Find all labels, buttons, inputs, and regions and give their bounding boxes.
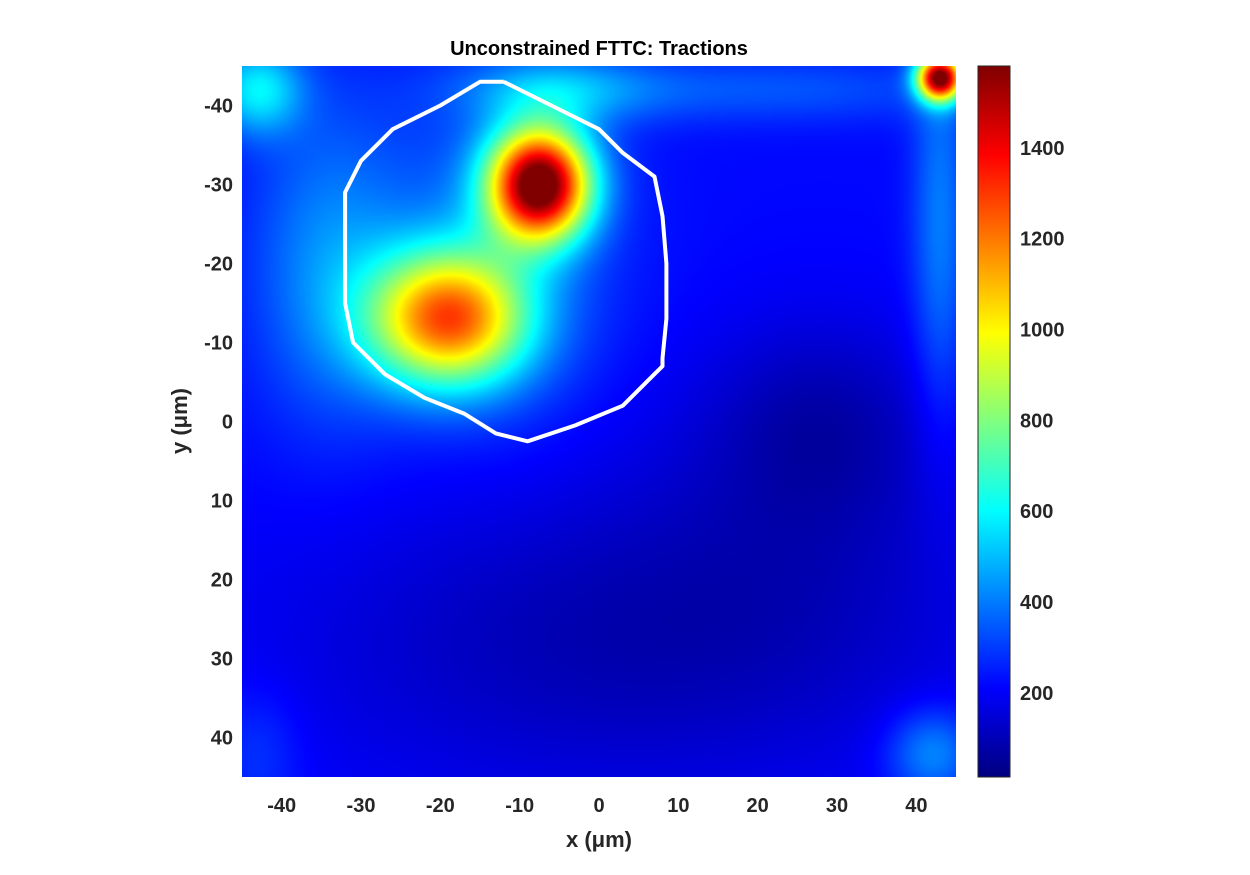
y-tick-label: 40 bbox=[211, 728, 233, 750]
x-tick-label: 20 bbox=[747, 795, 769, 817]
colorbar-tick-label: 1400 bbox=[1020, 138, 1065, 160]
colorbar-tick-label: 1200 bbox=[1020, 229, 1065, 251]
y-tick-label: -20 bbox=[204, 254, 233, 276]
y-axis-label: y (μm) bbox=[167, 388, 192, 454]
y-tick-label: -30 bbox=[204, 175, 233, 197]
x-tick-label: -30 bbox=[347, 795, 376, 817]
colorbar-tick-label: 800 bbox=[1020, 410, 1053, 432]
colorbar-tick-label: 600 bbox=[1020, 501, 1053, 523]
x-axis-label: x (μm) bbox=[566, 827, 632, 852]
colorbar-tick-label: 200 bbox=[1020, 683, 1053, 705]
y-tick-label: 10 bbox=[211, 491, 233, 513]
colorbar-gradient bbox=[978, 66, 1010, 777]
x-tick-label: 30 bbox=[826, 795, 848, 817]
y-tick-label: 0 bbox=[222, 412, 233, 434]
traction-heatmap bbox=[242, 66, 956, 777]
y-tick-label: -40 bbox=[204, 96, 233, 118]
x-tick-label: 40 bbox=[905, 795, 927, 817]
colorbar: 200 400 600 800 1000 1200 1400 bbox=[977, 65, 1065, 778]
x-tick-label: -40 bbox=[267, 795, 296, 817]
colorbar-frame bbox=[977, 65, 1011, 778]
x-tick-label: 0 bbox=[593, 795, 604, 817]
colorbar-ticks: 200 400 600 800 1000 1200 1400 bbox=[1020, 138, 1065, 705]
x-axis-ticks: -40 -30 -20 -10 0 10 20 30 40 bbox=[267, 795, 927, 817]
y-tick-label: -10 bbox=[204, 333, 233, 355]
chart-title: Unconstrained FTTC: Tractions bbox=[450, 38, 748, 60]
x-tick-label: -20 bbox=[426, 795, 455, 817]
x-tick-label: 10 bbox=[667, 795, 689, 817]
heatmap-container bbox=[242, 66, 956, 777]
colorbar-tick-label: 1000 bbox=[1020, 320, 1065, 342]
y-tick-label: 20 bbox=[211, 570, 233, 592]
colorbar-tick-label: 400 bbox=[1020, 592, 1053, 614]
x-tick-label: -10 bbox=[505, 795, 534, 817]
cell-boundary-outline bbox=[343, 79, 669, 444]
y-axis-ticks: -40 -30 -20 -10 0 10 20 30 40 bbox=[204, 96, 233, 750]
y-tick-label: 30 bbox=[211, 649, 233, 671]
plot-area bbox=[242, 66, 956, 777]
